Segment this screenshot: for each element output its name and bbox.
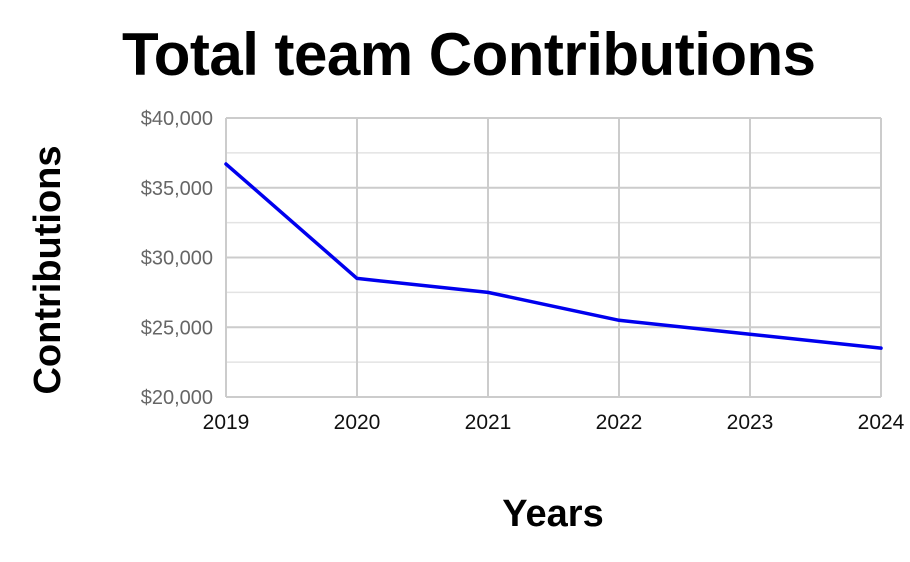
y-tick-label: $40,000 [141,108,213,130]
x-tick-label: 2024 [858,411,905,434]
grid [225,117,882,398]
x-tick-label: 2023 [727,411,774,434]
y-tick-label: $30,000 [141,248,213,270]
x-axis-title: Years [502,493,603,535]
x-tick-label: 2020 [334,411,381,434]
y-tick-label: $20,000 [141,387,213,409]
x-tick-label: 2019 [203,411,250,434]
series-line [224,162,883,350]
y-tick-label: $35,000 [141,178,213,200]
x-tick-label: 2021 [465,411,512,434]
y-axis-title: Contributions [27,145,69,394]
series-layer [224,162,883,350]
y-tick-label: $25,000 [141,317,213,339]
y-tick-labels: $40,000 $35,000 $30,000 $25,000 $20,000 [141,108,213,409]
x-tick-labels: 2019 2020 2021 2022 2023 2024 [203,411,905,434]
x-tick-label: 2022 [596,411,643,434]
chart-title: Total team Contributions [122,21,816,88]
